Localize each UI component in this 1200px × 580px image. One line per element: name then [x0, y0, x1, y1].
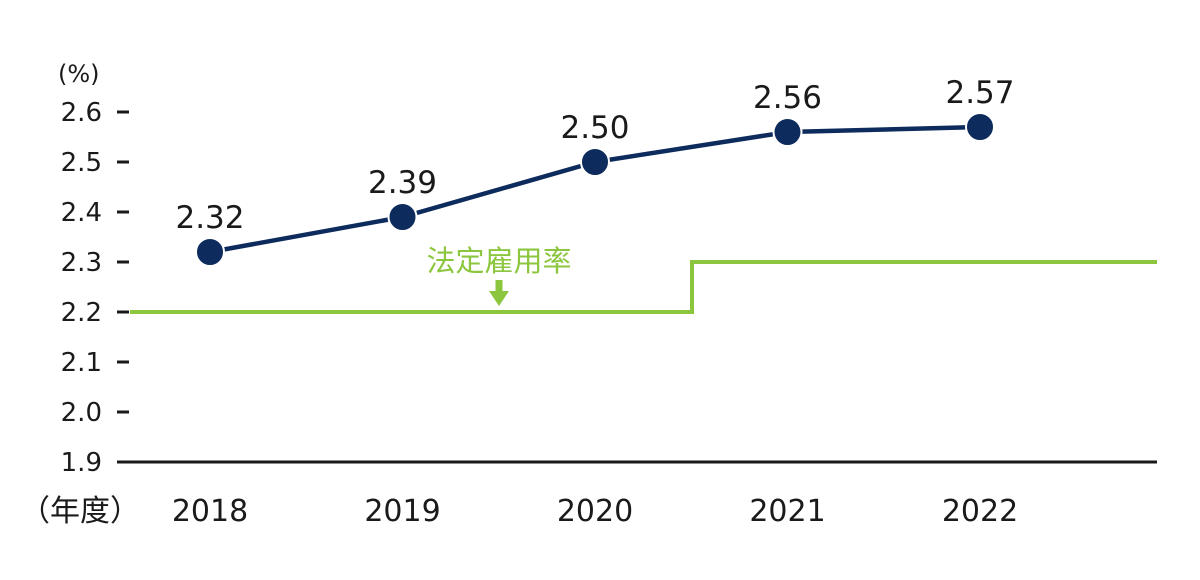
series-employment-rate: 2.32 2.39 2.50 2.56 2.57 [175, 75, 1015, 267]
data-label-2021: 2.56 [753, 80, 822, 116]
y-tick-label: 2.3 [61, 248, 102, 278]
y-unit-label: (%) [58, 60, 100, 88]
y-axis: 1.9 2.0 2.1 2.2 2.3 2.4 2.5 2.6 (%) [58, 60, 129, 478]
x-tick-label: 2020 [557, 494, 633, 529]
data-point-2022 [965, 112, 995, 142]
arrow-down-icon [489, 291, 509, 306]
data-label-2018: 2.32 [175, 200, 244, 236]
y-tick-label: 2.0 [61, 398, 102, 428]
y-tick-label: 1.9 [61, 448, 102, 478]
y-tick-label: 2.4 [61, 198, 102, 228]
data-point-2019 [387, 202, 418, 232]
data-point-2018 [195, 237, 225, 267]
statutory-rate-label: 法定雇用率 [426, 244, 571, 278]
x-tick-label: 2018 [172, 494, 248, 529]
data-label-2019: 2.39 [368, 165, 437, 201]
x-tick-label: 2019 [364, 494, 440, 529]
y-tick-label: 2.5 [61, 148, 102, 178]
y-tick-label: 2.6 [61, 98, 102, 128]
x-tick-label: 2021 [749, 494, 825, 529]
x-tick-label: 2022 [942, 494, 1018, 529]
data-point-2021 [772, 117, 803, 147]
statutory-rate-line: 法定雇用率 [130, 244, 1157, 314]
data-label-2022: 2.57 [945, 75, 1014, 111]
data-label-2020: 2.50 [560, 110, 629, 146]
x-axis: 2018 2019 2020 2021 2022 （年度） [20, 460, 1157, 529]
y-tick-label: 2.1 [61, 348, 102, 378]
statutory-rate-step-line [130, 260, 1157, 314]
arrow-down-icon-shaft [495, 280, 503, 292]
x-unit-label: （年度） [20, 494, 140, 529]
y-tick-label: 2.2 [61, 298, 102, 328]
data-point-2020 [580, 147, 610, 177]
